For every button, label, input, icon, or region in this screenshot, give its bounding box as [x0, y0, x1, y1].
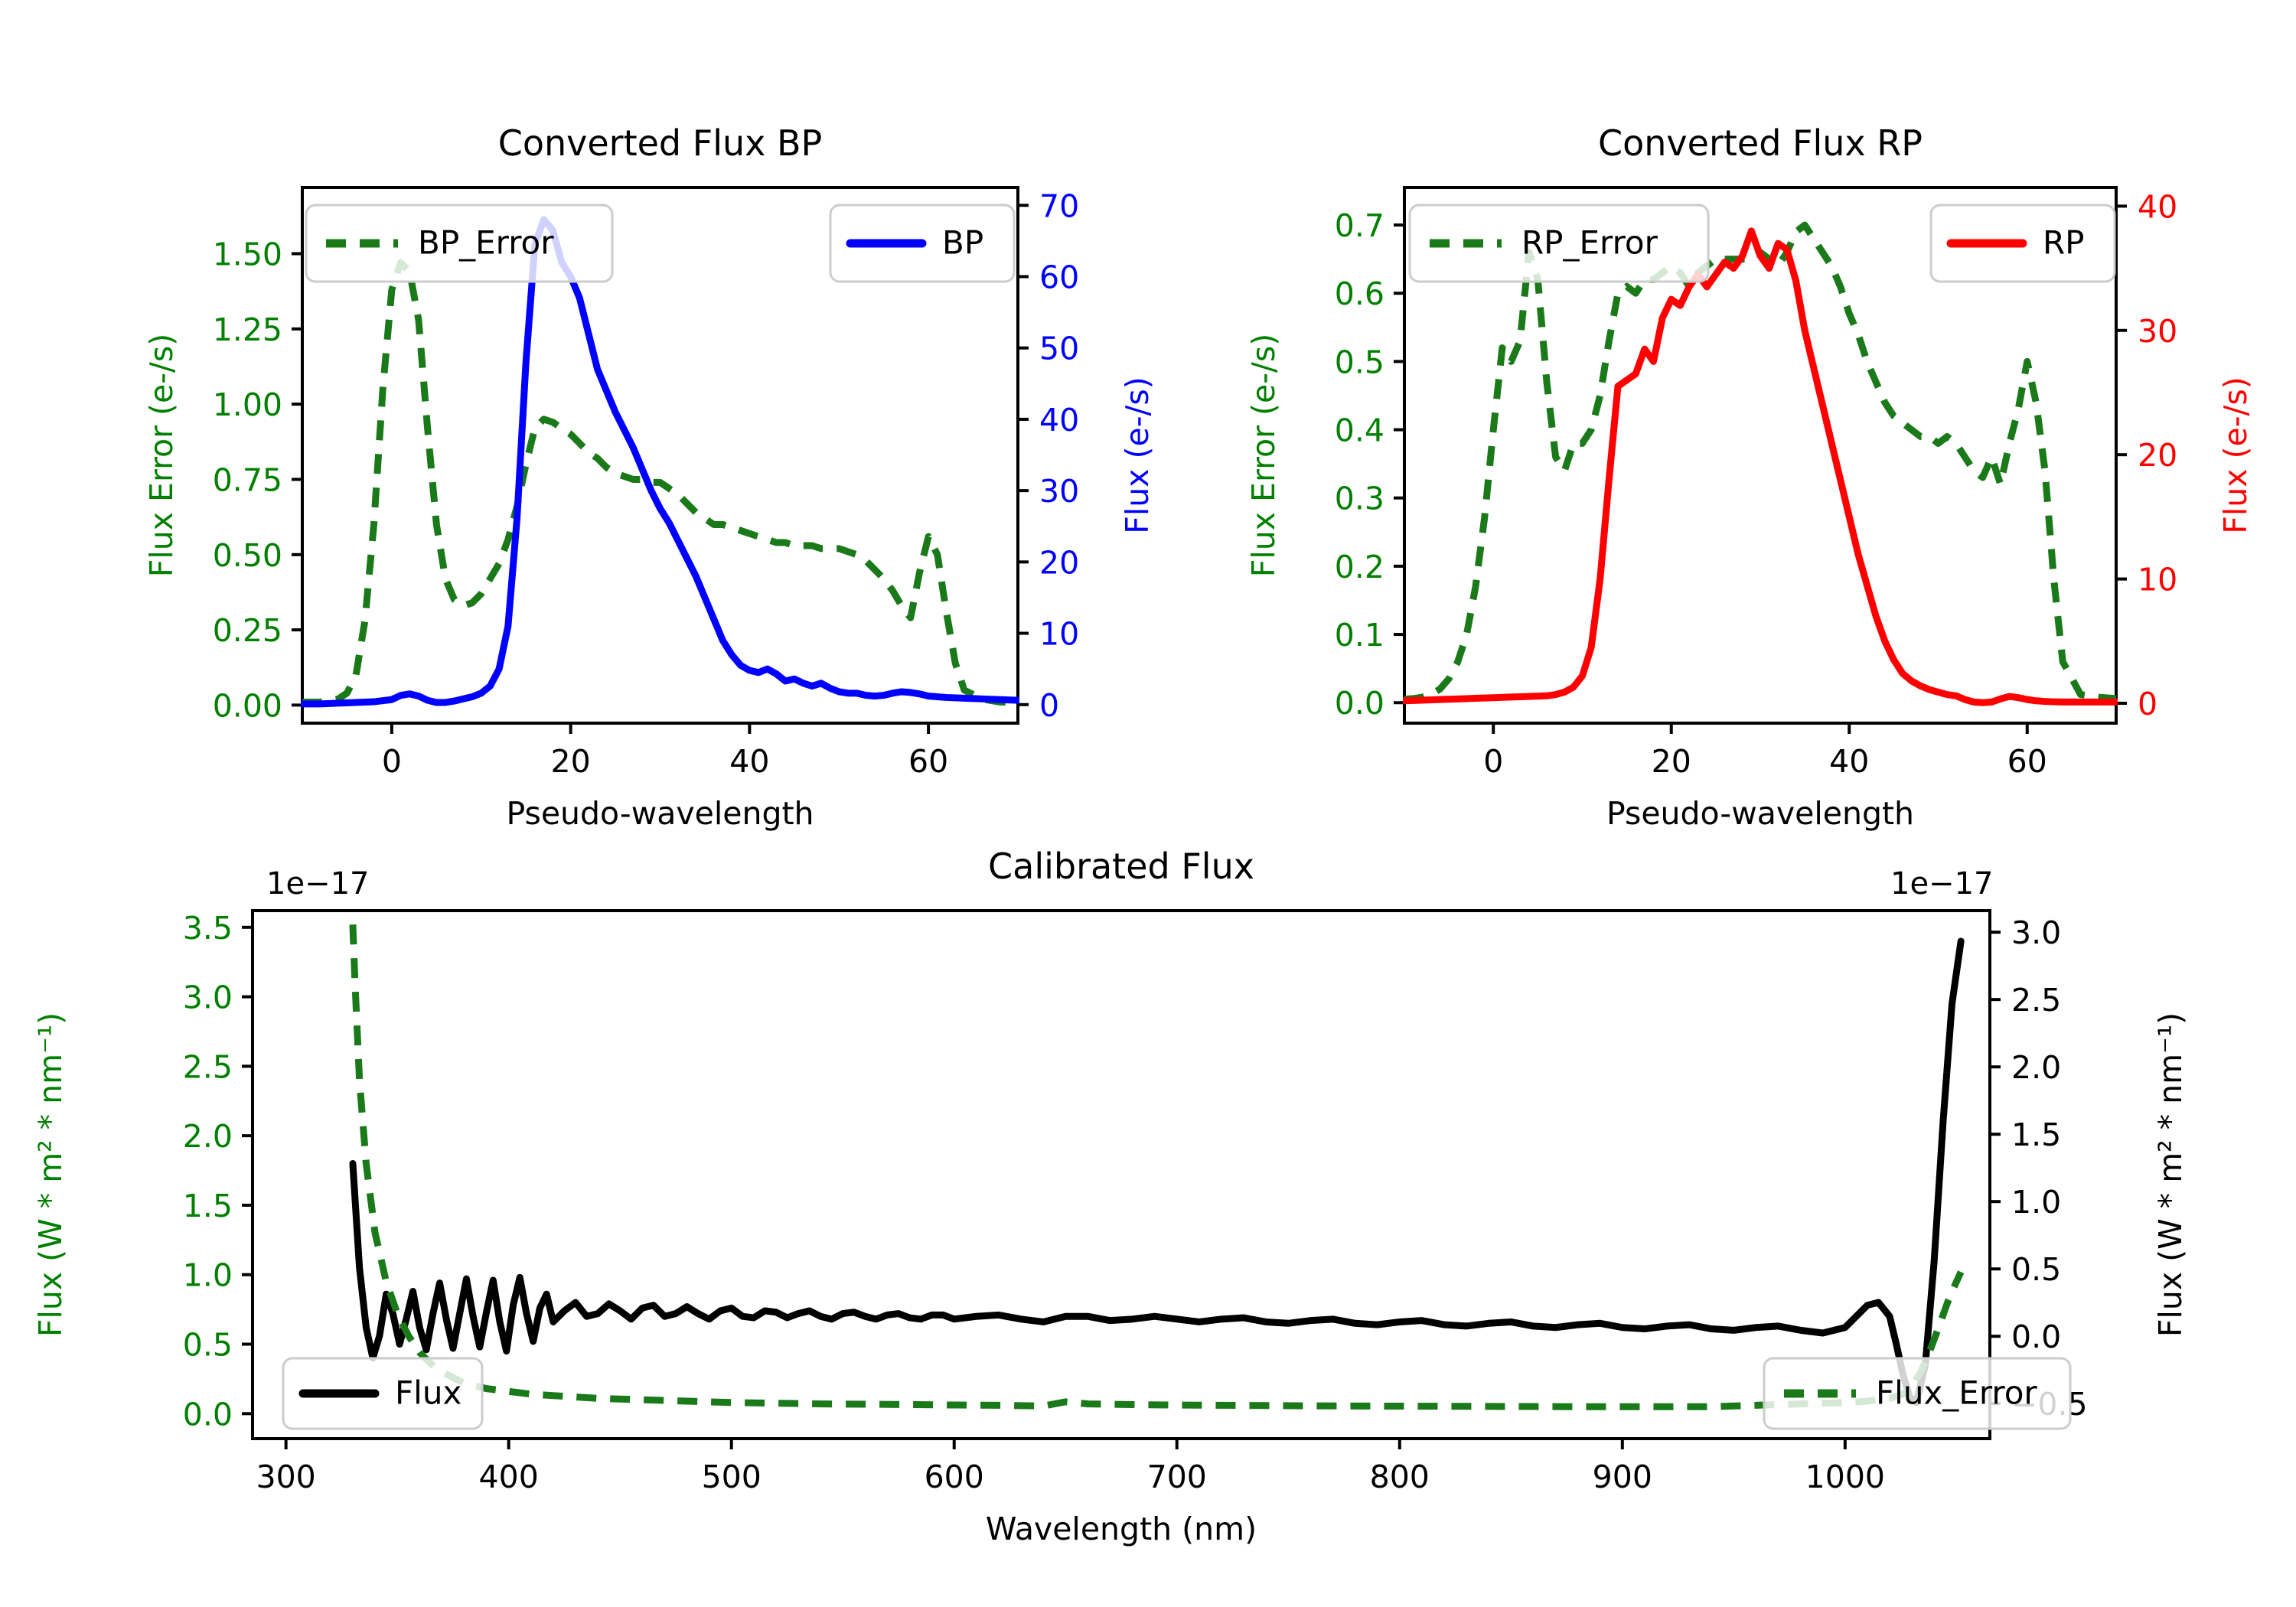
y-axis-label-right-bp: Flux (e-/s) — [1119, 376, 1156, 533]
series-line-rp-rp — [1403, 227, 2118, 706]
chart-title-rp: Converted Flux RP — [1598, 122, 1923, 164]
offset-text-left-calibrated: 1e−17 — [266, 866, 369, 901]
y-tick-label-right-bp-7: 70 — [1039, 187, 1079, 224]
x-tick-label-bp-1: 20 — [551, 743, 591, 780]
y-tick-label-right-calibrated-3: 1.0 — [2011, 1184, 2061, 1221]
y-axis-label-right-calibrated: Flux (W * m² * nm⁻¹) — [2152, 1012, 2189, 1337]
y-axis-label-left-bp: Flux Error (e-/s) — [143, 334, 180, 577]
series-line-bp-bp_error — [302, 259, 1018, 706]
y-tick-label-left-calibrated-4: 2.0 — [183, 1118, 233, 1155]
chart-title-calibrated: Calibrated Flux — [988, 846, 1254, 887]
x-tick-label-calibrated-2: 500 — [702, 1459, 762, 1495]
y-tick-label-right-rp-2: 20 — [2138, 437, 2177, 474]
x-tick-label-rp-2: 40 — [1829, 743, 1869, 780]
y-tick-label-right-rp-4: 40 — [2138, 188, 2177, 225]
y-tick-label-left-rp-4: 0.4 — [1335, 412, 1384, 449]
legend-bp-error-box — [305, 204, 614, 283]
y-tick-label-left-bp-6: 1.50 — [213, 236, 282, 273]
y-tick-label-left-calibrated-6: 3.0 — [183, 980, 233, 1016]
y-tick-label-right-rp-1: 10 — [2138, 562, 2177, 598]
offset-text-right-calibrated: 1e−17 — [1890, 866, 1993, 901]
y-tick-label-right-bp-2: 20 — [1039, 544, 1079, 581]
y-tick-label-right-rp-3: 30 — [2138, 313, 2177, 350]
x-tick-label-calibrated-1: 400 — [479, 1459, 539, 1495]
y-tick-label-left-bp-1: 0.25 — [213, 612, 282, 649]
x-tick-label-calibrated-0: 300 — [256, 1459, 316, 1495]
y-tick-label-right-bp-4: 40 — [1039, 402, 1079, 438]
y-tick-label-left-calibrated-5: 2.5 — [183, 1048, 233, 1085]
y-tick-label-left-rp-5: 0.5 — [1335, 344, 1384, 380]
y-tick-label-left-rp-6: 0.6 — [1335, 275, 1384, 312]
legend-rp-error-label: RP_Error — [1521, 224, 1658, 262]
x-tick-label-bp-3: 60 — [908, 743, 948, 780]
y-tick-label-right-bp-1: 10 — [1039, 616, 1079, 653]
series-line-rp-rp_error — [1404, 221, 2117, 703]
y-tick-label-right-bp-5: 50 — [1039, 331, 1079, 367]
y-tick-label-right-calibrated-2: 0.5 — [2011, 1251, 2061, 1288]
legend-flux-error-label: Flux_Error — [1876, 1374, 2037, 1412]
y-tick-label-right-calibrated-1: 0.0 — [2011, 1319, 2061, 1355]
legend-flux-box — [282, 1357, 484, 1430]
x-tick-label-rp-3: 60 — [2007, 743, 2047, 780]
y-tick-label-left-rp-1: 0.1 — [1335, 617, 1384, 654]
x-tick-label-calibrated-3: 600 — [925, 1459, 984, 1495]
y-axis-label-left-rp: Flux Error (e-/s) — [1245, 334, 1282, 577]
y-axis-label-right-rp: Flux (e-/s) — [2217, 376, 2254, 533]
legend-bp-label: BP — [942, 224, 983, 262]
y-tick-label-right-calibrated-4: 1.5 — [2011, 1116, 2061, 1153]
series-line-calibrated-flux — [349, 937, 1965, 1407]
y-tick-label-left-rp-0: 0.0 — [1335, 685, 1384, 722]
y-tick-label-right-bp-0: 0 — [1039, 687, 1059, 724]
y-tick-label-left-rp-7: 0.7 — [1335, 207, 1384, 244]
y-tick-label-left-bp-4: 1.00 — [213, 386, 282, 423]
x-tick-label-calibrated-5: 800 — [1370, 1459, 1430, 1495]
y-tick-label-left-bp-5: 1.25 — [213, 311, 282, 348]
x-tick-label-rp-1: 20 — [1652, 743, 1691, 780]
x-tick-label-bp-0: 0 — [382, 743, 402, 780]
legend-flux-label: Flux — [395, 1374, 461, 1412]
y-tick-label-left-rp-2: 0.2 — [1335, 549, 1384, 585]
y-tick-label-right-rp-0: 0 — [2138, 686, 2157, 722]
legend-bp-error-label: BP_Error — [418, 224, 554, 262]
y-tick-label-left-calibrated-1: 0.5 — [183, 1327, 233, 1364]
y-tick-label-left-bp-2: 0.50 — [213, 537, 282, 574]
y-tick-label-left-bp-3: 0.75 — [213, 461, 282, 498]
y-tick-label-right-bp-6: 60 — [1039, 259, 1079, 296]
y-tick-label-right-bp-3: 30 — [1039, 473, 1079, 510]
axes-frame-calibrated — [251, 909, 1991, 1440]
legend-rp-error-box — [1408, 204, 1710, 283]
y-tick-label-left-bp-0: 0.00 — [213, 687, 282, 724]
y-tick-label-left-calibrated-0: 0.0 — [183, 1396, 233, 1433]
axes-frame-bp — [301, 186, 1019, 725]
series-line-bp-bp — [301, 216, 1019, 708]
x-axis-label-rp: Pseudo-wavelength — [1606, 795, 1914, 832]
y-tick-label-left-rp-3: 0.3 — [1335, 481, 1384, 517]
x-tick-label-calibrated-6: 900 — [1593, 1459, 1652, 1495]
x-tick-label-calibrated-7: 1000 — [1805, 1459, 1885, 1495]
y-tick-label-left-calibrated-3: 1.5 — [183, 1188, 233, 1224]
legend-rp-label: RP — [2043, 224, 2085, 262]
x-tick-label-rp-0: 0 — [1483, 743, 1503, 780]
x-axis-label-calibrated: Wavelength (nm) — [986, 1511, 1257, 1547]
y-axis-label-left-calibrated: Flux (W * m² * nm⁻¹) — [32, 1012, 69, 1337]
y-tick-label-right-calibrated-7: 3.0 — [2011, 914, 2061, 951]
y-tick-label-left-calibrated-7: 3.5 — [183, 910, 233, 947]
y-tick-label-left-calibrated-2: 1.0 — [183, 1257, 233, 1294]
x-axis-label-bp: Pseudo-wavelength — [506, 795, 814, 832]
legend-flux-error-box — [1763, 1357, 2072, 1430]
series-line-calibrated-flux_error — [349, 924, 1965, 1410]
chart-title-bp: Converted Flux BP — [498, 122, 823, 164]
y-tick-label-right-calibrated-6: 2.5 — [2011, 982, 2061, 1019]
y-tick-label-right-calibrated-5: 2.0 — [2011, 1049, 2061, 1086]
x-tick-label-calibrated-4: 700 — [1147, 1459, 1207, 1495]
x-tick-label-bp-2: 40 — [729, 743, 769, 780]
